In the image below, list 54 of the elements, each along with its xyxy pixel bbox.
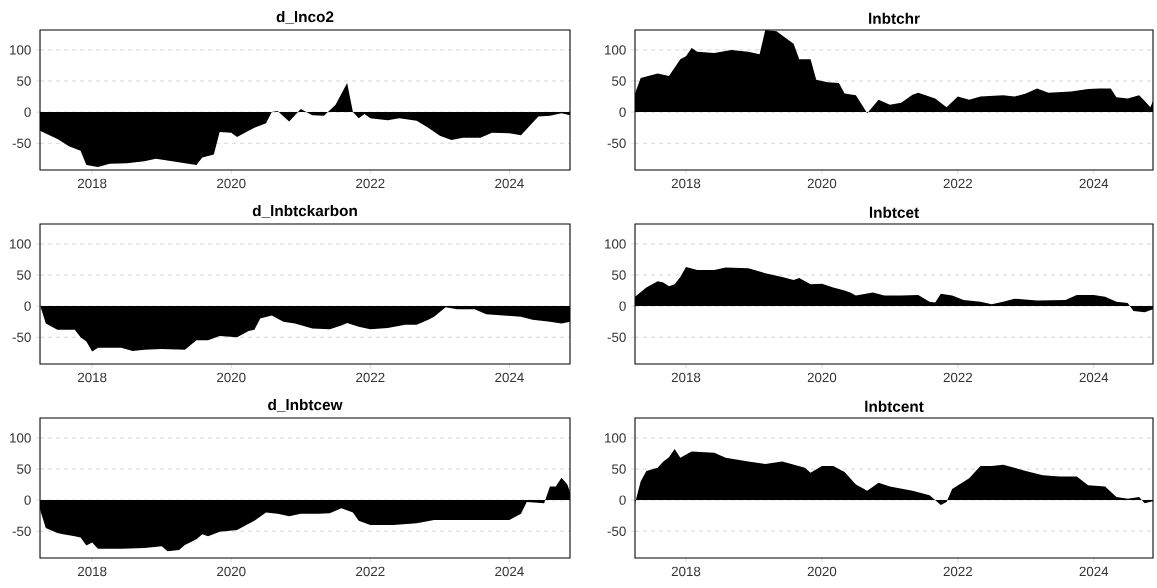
- x-tick-label: 2018: [671, 566, 701, 577]
- x-tick-label: 2022: [356, 178, 385, 189]
- y-tick-label: 0: [619, 301, 626, 311]
- x-tick-label: 2018: [671, 372, 701, 383]
- x-tick-label: 2020: [217, 566, 246, 577]
- x-tick-label: 2024: [495, 566, 524, 577]
- y-tick-label: 100: [10, 45, 31, 55]
- x-tick-label: 2024: [495, 178, 524, 189]
- y-tick-label: 50: [17, 76, 31, 86]
- y-tick-label: 50: [612, 270, 626, 280]
- x-tick-label: 2024: [495, 372, 524, 383]
- y-tick-label: 50: [17, 464, 31, 474]
- y-tick-label: -50: [607, 332, 626, 342]
- y-tick-label: 0: [24, 107, 31, 117]
- x-tick-label: 2022: [356, 566, 385, 577]
- y-tick-label: -50: [607, 138, 626, 148]
- x-tick-label: 2024: [1079, 566, 1109, 577]
- x-tick-label: 2020: [807, 372, 837, 383]
- chart-title: lnbtchr: [869, 12, 920, 24]
- x-tick-label: 2018: [78, 178, 107, 189]
- y-tick-label: 100: [10, 239, 31, 249]
- x-tick-label: 2018: [78, 372, 107, 383]
- y-tick-label: -50: [12, 526, 31, 536]
- y-tick-label: 0: [24, 301, 31, 311]
- chart-title: lnbtcent: [865, 400, 924, 412]
- y-tick-label: -50: [12, 138, 31, 148]
- chart-title: d_lnbtckarbon: [252, 204, 357, 218]
- x-tick-label: 2020: [807, 566, 837, 577]
- x-tick-label: 2020: [217, 372, 246, 383]
- x-tick-label: 2018: [78, 566, 107, 577]
- y-tick-label: 50: [612, 76, 626, 86]
- x-tick-label: 2018: [671, 178, 701, 189]
- chart-title: lnbtcet: [869, 206, 919, 218]
- y-tick-label: 50: [17, 270, 31, 280]
- y-tick-label: 0: [24, 495, 31, 505]
- y-tick-label: 100: [605, 239, 626, 249]
- y-tick-label: 100: [605, 433, 626, 443]
- x-tick-label: 2022: [356, 372, 385, 383]
- x-tick-label: 2022: [943, 178, 972, 189]
- y-tick-label: 0: [619, 495, 626, 505]
- y-tick-label: -50: [12, 332, 31, 342]
- chart-title: d_lnbtcew: [268, 398, 343, 412]
- y-tick-label: 100: [605, 45, 626, 55]
- chart-title: d_lnco2: [276, 10, 334, 24]
- y-tick-label: 0: [619, 107, 626, 117]
- x-tick-label: 2020: [217, 178, 246, 189]
- x-tick-label: 2022: [943, 372, 972, 383]
- x-tick-label: 2024: [1079, 372, 1109, 383]
- y-tick-label: 100: [10, 433, 31, 443]
- y-tick-label: 50: [612, 464, 626, 474]
- x-tick-label: 2024: [1079, 178, 1109, 189]
- x-tick-label: 2022: [943, 566, 972, 577]
- y-tick-label: -50: [607, 526, 626, 536]
- x-tick-label: 2020: [807, 178, 837, 189]
